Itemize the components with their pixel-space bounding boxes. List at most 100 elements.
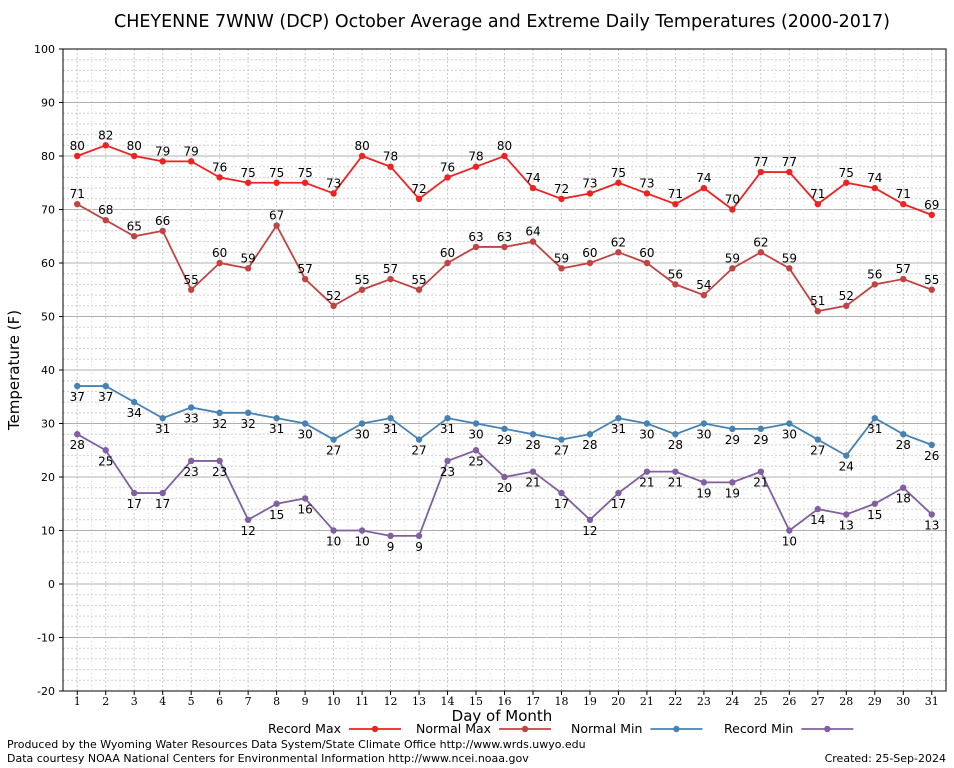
data-point xyxy=(672,200,679,208)
data-label: 21 xyxy=(753,476,768,490)
data-point xyxy=(273,179,280,186)
data-point xyxy=(700,291,708,299)
data-label: 25 xyxy=(468,454,483,468)
data-label: 31 xyxy=(867,422,882,436)
y-tick-label: -20 xyxy=(37,685,55,698)
data-label: 18 xyxy=(896,492,911,506)
data-point xyxy=(814,307,822,315)
y-tick-label: 10 xyxy=(41,525,55,538)
data-label: 72 xyxy=(411,182,426,196)
data-point xyxy=(814,200,822,208)
data-point xyxy=(131,152,138,160)
data-point xyxy=(871,281,878,288)
data-point xyxy=(74,152,81,160)
data-point xyxy=(415,286,423,293)
data-label: 67 xyxy=(269,209,284,223)
data-point xyxy=(643,468,651,475)
data-point xyxy=(159,414,166,422)
data-label: 57 xyxy=(383,262,398,276)
data-point xyxy=(415,532,423,540)
data-point xyxy=(301,495,309,502)
data-label: 30 xyxy=(297,428,312,442)
data-label: 13 xyxy=(924,518,939,532)
series-normal-min: 37 37 34 31 33 32 32 31 30 27 30 31 27 31 30 29 28 27 28 31… xyxy=(70,382,939,474)
data-point xyxy=(330,302,337,309)
data-label: 65 xyxy=(127,219,142,233)
data-point xyxy=(273,222,280,229)
legend-swatch-marker xyxy=(673,725,680,733)
data-label: 54 xyxy=(696,278,711,292)
data-label: 21 xyxy=(525,476,540,490)
data-label: 23 xyxy=(440,465,455,479)
data-label: 78 xyxy=(468,150,483,164)
data-point xyxy=(558,489,565,497)
data-point xyxy=(131,489,138,497)
data-point xyxy=(643,259,651,267)
data-label: 55 xyxy=(184,273,199,287)
data-point xyxy=(159,227,166,235)
x-tick-label: 15 xyxy=(469,695,483,708)
data-point xyxy=(415,195,423,202)
data-label: 77 xyxy=(753,155,768,169)
data-label: 17 xyxy=(554,497,569,511)
data-label: 57 xyxy=(896,262,911,276)
data-label: 19 xyxy=(725,486,740,500)
data-point xyxy=(729,206,736,213)
data-label: 28 xyxy=(896,438,911,452)
legend-item: Normal Min xyxy=(571,721,703,736)
data-label: 37 xyxy=(70,390,85,404)
data-point xyxy=(330,436,337,443)
data-label: 56 xyxy=(867,267,882,281)
data-label: 74 xyxy=(525,171,540,185)
data-label: 10 xyxy=(354,535,369,549)
data-label: 59 xyxy=(725,251,740,265)
data-label: 28 xyxy=(668,438,683,452)
data-label: 75 xyxy=(269,166,284,180)
x-tick-label: 26 xyxy=(782,695,796,708)
data-point xyxy=(472,447,480,454)
data-point xyxy=(102,382,109,390)
data-point xyxy=(672,468,679,475)
x-tick-label: 25 xyxy=(754,695,768,708)
x-tick-label: 17 xyxy=(526,695,540,708)
data-label: 59 xyxy=(554,251,569,265)
data-label: 72 xyxy=(554,182,569,196)
data-point xyxy=(615,414,622,422)
data-label: 51 xyxy=(810,294,825,308)
footer-produced-by: Produced by the Wyoming Water Resources … xyxy=(7,738,586,751)
data-point xyxy=(501,473,508,481)
data-label: 21 xyxy=(668,476,683,490)
data-label: 66 xyxy=(155,214,170,228)
data-label: 12 xyxy=(241,524,256,538)
data-label: 52 xyxy=(839,289,854,303)
data-point xyxy=(358,527,366,534)
data-point xyxy=(900,200,907,208)
data-label: 31 xyxy=(155,422,170,436)
data-label: 23 xyxy=(212,465,227,479)
data-point xyxy=(387,532,394,540)
series-record-max: 80 82 80 79 79 76 75 75 75 73 80 78 72 76 78 80 74 72 73 75… xyxy=(70,128,939,219)
y-tick-label: 0 xyxy=(48,578,55,591)
data-label: 14 xyxy=(810,513,825,527)
data-label: 63 xyxy=(468,230,483,244)
data-label: 60 xyxy=(212,246,227,260)
data-label: 69 xyxy=(924,198,939,212)
data-label: 30 xyxy=(639,428,654,442)
data-label: 25 xyxy=(98,454,113,468)
data-point xyxy=(74,431,81,438)
data-label: 74 xyxy=(696,171,711,185)
data-point xyxy=(843,179,850,186)
data-point xyxy=(615,489,622,497)
chart-title: CHEYENNE 7WNW (DCP) October Average and … xyxy=(114,12,890,32)
data-label: 13 xyxy=(839,518,854,532)
data-point xyxy=(786,168,793,176)
data-point xyxy=(700,479,708,486)
data-label: 80 xyxy=(70,139,85,153)
data-label: 76 xyxy=(212,160,227,174)
data-point xyxy=(472,420,480,427)
data-point xyxy=(387,414,394,422)
data-point xyxy=(444,259,451,267)
series-normal-max: 71 68 65 66 55 60 59 67 57 52 55 57 55 60 63 63 64 59 60 62… xyxy=(70,187,939,315)
data-point xyxy=(131,233,138,240)
